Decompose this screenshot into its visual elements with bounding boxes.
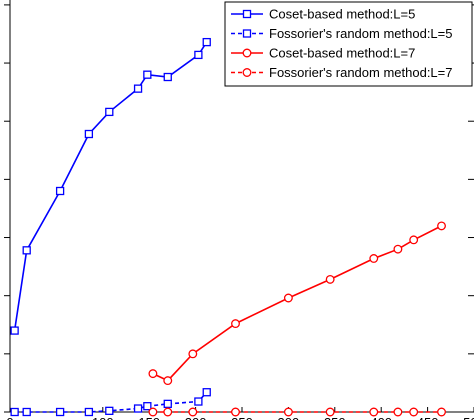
data-point [163, 407, 173, 417]
legend-label: Coset-based method:L=5 [269, 7, 415, 22]
legend-swatch-marker [242, 9, 252, 19]
data-point [194, 50, 203, 60]
data-point [409, 235, 419, 245]
x-tick-label: 300 [278, 415, 300, 420]
series-3 [148, 221, 446, 386]
series-2 [10, 388, 211, 417]
legend: Coset-based method:L=5 Fossorier's random… [224, 1, 473, 87]
legend-label: Coset-based method:L=7 [269, 46, 415, 61]
data-point [148, 407, 158, 417]
data-point [369, 254, 379, 263]
data-point [283, 293, 293, 303]
data-point [188, 407, 198, 417]
data-point [409, 407, 419, 417]
x-tick-label: 450 [417, 415, 439, 420]
x-tick-label: 400 [370, 415, 392, 420]
data-point [393, 244, 403, 254]
data-point [437, 221, 446, 231]
series-line [14, 391, 208, 413]
legend-swatch-marker [242, 48, 252, 58]
data-point [231, 319, 240, 329]
data-point [163, 376, 173, 386]
x-tick-label: 0 [6, 415, 13, 420]
data-point [283, 407, 293, 417]
data-point [55, 407, 65, 417]
data-point [55, 186, 65, 196]
legend-label: Fossorier's random method:L=5 [269, 26, 453, 41]
x-tick-label: 150 [138, 415, 160, 420]
x-tick-label: 100 [92, 415, 114, 420]
series-line [152, 225, 442, 382]
series-1 [10, 37, 211, 335]
data-point [393, 407, 403, 417]
series-group [10, 37, 446, 417]
data-point [202, 388, 211, 397]
data-point [163, 72, 172, 82]
data-point [105, 107, 114, 117]
data-point [437, 407, 446, 417]
series-line [13, 41, 208, 331]
legend-label: Fossorier's random method:L=7 [269, 65, 453, 80]
legend-entry-4: Fossorier's random method:L=7 [231, 65, 453, 80]
legend-swatch-marker [242, 29, 252, 38]
data-point [105, 406, 114, 415]
x-tick-label: 500 [463, 415, 474, 420]
data-point [10, 407, 19, 417]
data-point [133, 404, 143, 413]
data-point [194, 397, 203, 406]
x-tick-label: 350 [324, 415, 346, 420]
legend-entry-2: Fossorier's random method:L=5 [231, 26, 453, 41]
data-point [148, 369, 158, 379]
legend-swatch-marker [242, 68, 252, 77]
data-point [22, 407, 31, 417]
data-point [202, 37, 211, 47]
data-point [143, 402, 152, 411]
legend-box [224, 1, 473, 87]
legend-entry-3: Coset-based method:L=7 [231, 46, 415, 61]
data-point [231, 407, 240, 417]
data-point [325, 274, 335, 284]
data-point [84, 129, 94, 139]
data-point [163, 399, 172, 409]
data-point [369, 407, 379, 417]
series-4 [148, 407, 446, 417]
data-point [22, 246, 31, 255]
x-tick-label: 250 [231, 415, 253, 420]
data-point [10, 326, 19, 335]
data-point [325, 407, 335, 417]
data-point [188, 349, 198, 359]
data-point [133, 84, 143, 93]
data-point [84, 407, 94, 417]
data-point [143, 70, 152, 79]
x-tick-label: 200 [185, 415, 207, 420]
legend-entry-1: Coset-based method:L=5 [231, 7, 415, 22]
